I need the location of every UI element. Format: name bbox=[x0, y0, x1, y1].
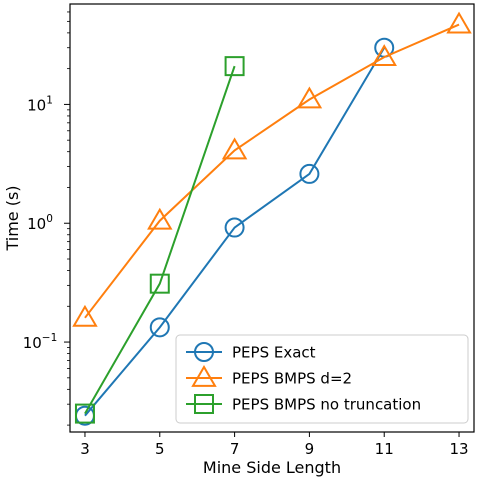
data-point bbox=[224, 56, 245, 77]
y-tick-label: 100 bbox=[27, 213, 53, 233]
legend-box bbox=[175, 334, 469, 424]
plot-area bbox=[72, 11, 472, 426]
series-2 bbox=[72, 11, 472, 327]
x-tick-label: 3 bbox=[80, 440, 90, 458]
y-tick-label: 10−1 bbox=[23, 332, 58, 352]
data-point bbox=[147, 207, 173, 230]
legend-item: PEPS BMPS d=2 bbox=[186, 365, 352, 388]
legend: PEPS Exact PEPS BMPS d=2 PEPS BMPS no trun… bbox=[175, 334, 469, 424]
data-point bbox=[446, 11, 472, 34]
y-tick-exponent: −1 bbox=[42, 332, 57, 344]
x-tick-label: 5 bbox=[155, 440, 165, 458]
data-point bbox=[74, 403, 95, 424]
x-tick-label: 9 bbox=[305, 440, 315, 458]
data-point bbox=[371, 44, 397, 67]
data-point bbox=[296, 86, 323, 109]
legend-marker bbox=[194, 394, 214, 414]
legend-label: PEPS BMPS d=2 bbox=[232, 370, 352, 388]
x-axis: 3 5 7 9 11 13 bbox=[80, 432, 469, 458]
data-point bbox=[221, 137, 248, 160]
x-tick-label: 13 bbox=[449, 440, 468, 458]
data-point bbox=[299, 163, 320, 184]
axes-frame bbox=[69, 3, 475, 433]
legend-label: PEPS Exact bbox=[232, 344, 316, 362]
y-tick-base: 10 bbox=[23, 334, 42, 352]
series-line bbox=[84, 23, 460, 319]
data-point bbox=[149, 317, 170, 338]
x-axis-label: Mine Side Length bbox=[203, 458, 341, 477]
data-point bbox=[149, 273, 170, 294]
x-tick-label: 7 bbox=[230, 440, 240, 458]
y-tick-base: 10 bbox=[27, 215, 46, 233]
data-point bbox=[72, 304, 98, 327]
series-3 bbox=[74, 56, 245, 424]
y-tick-base: 10 bbox=[27, 96, 46, 114]
y-tick-exponent: 0 bbox=[46, 213, 53, 225]
legend-marker bbox=[191, 365, 217, 387]
y-tick-label: 101 bbox=[27, 94, 53, 114]
legend-item: PEPS BMPS no truncation bbox=[186, 394, 421, 414]
legend-marker bbox=[194, 342, 214, 362]
x-tick-label: 11 bbox=[375, 440, 394, 458]
series-line bbox=[84, 65, 236, 415]
legend-label: PEPS BMPS no truncation bbox=[232, 396, 421, 414]
data-point bbox=[224, 217, 245, 238]
legend-item: PEPS Exact bbox=[186, 342, 316, 362]
series-line bbox=[84, 47, 386, 417]
y-axis-label: Time (s) bbox=[3, 185, 22, 251]
y-tick-exponent: 1 bbox=[46, 94, 53, 106]
